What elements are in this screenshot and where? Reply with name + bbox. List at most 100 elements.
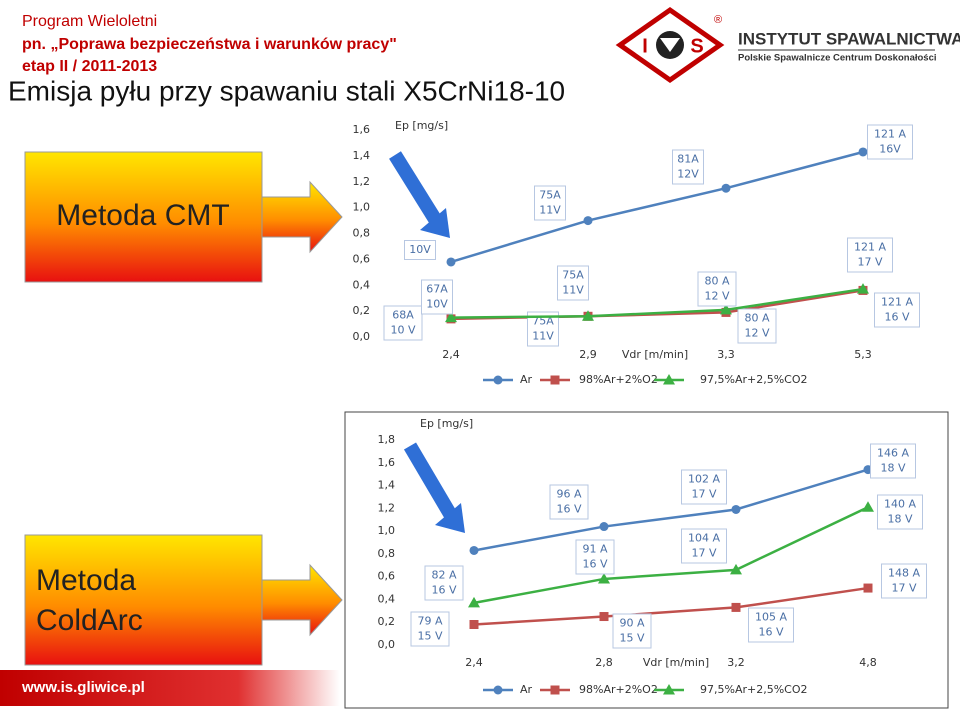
data-label-box	[424, 565, 464, 601]
point	[720, 303, 732, 315]
data-label: 75A	[562, 269, 584, 282]
x-tick-label: 4,8	[859, 656, 877, 669]
y-tick-label: 0,0	[378, 638, 396, 651]
data-label: 91 A	[582, 543, 607, 556]
x-axis-label: Vdr [m/min]	[622, 348, 688, 361]
y-tick-label: 1,0	[378, 524, 396, 537]
data-label: 10V	[426, 298, 448, 311]
data-label: 102 A	[688, 473, 720, 486]
legend-label: 98%Ar+2%O2	[579, 373, 658, 386]
point	[721, 183, 731, 193]
series-line	[473, 468, 869, 552]
x-tick-label: 3,3	[717, 348, 735, 361]
y-tick-label: 0,2	[378, 615, 396, 628]
point	[599, 522, 609, 532]
data-label: 81A	[677, 153, 699, 166]
y-tick-label: 1,6	[378, 456, 396, 469]
data-label: 10 V	[390, 324, 415, 337]
data-label: 17 V	[857, 256, 882, 269]
method-label-line: Metoda	[36, 564, 136, 597]
legend-label: Ar	[520, 683, 533, 696]
y-tick-label: 0,4	[378, 592, 396, 605]
logo: I S ® INSTYTUT SPAWALNICTWA Polskie Spaw…	[615, 6, 960, 84]
x-tick-label: 5,3	[854, 348, 872, 361]
data-label-box	[549, 484, 589, 520]
logo-letter: I	[642, 35, 648, 57]
data-label: 17 V	[891, 582, 916, 595]
y-tick-label: 1,4	[378, 479, 396, 492]
y-tick-label: 0,0	[353, 330, 371, 343]
data-label: 67A	[426, 283, 448, 296]
data-label: 15 V	[619, 632, 644, 645]
data-label-box	[877, 494, 923, 530]
data-label-box	[421, 279, 453, 315]
point	[469, 620, 479, 629]
data-label: 75A	[539, 189, 561, 202]
data-label: 90 A	[619, 617, 644, 630]
chart-frame	[344, 411, 949, 709]
data-label: 16V	[879, 143, 901, 156]
legend-marker	[493, 375, 503, 385]
point	[445, 311, 457, 323]
data-label-box	[870, 443, 916, 479]
x-tick-label: 2,4	[465, 656, 483, 669]
y-tick-label: 1,2	[378, 501, 396, 514]
logo-mark: ®	[714, 14, 722, 26]
y-tick-label: 1,8	[378, 433, 396, 446]
y-tick-label: 0,6	[378, 570, 396, 583]
logo-triangle	[660, 38, 680, 52]
y-tick-label: 0,4	[353, 278, 371, 291]
data-label: 11V	[532, 330, 554, 343]
callout-arrow	[403, 442, 460, 523]
y-axis-label: Ep [mg/s]	[395, 119, 448, 132]
point	[858, 147, 868, 157]
y-tick-label: 0,8	[353, 227, 371, 240]
point	[731, 504, 741, 514]
point	[857, 283, 869, 294]
data-label: 16 V	[582, 558, 607, 571]
data-label: 18 V	[887, 513, 912, 526]
point	[731, 602, 741, 612]
data-label: 148 A	[888, 567, 920, 580]
data-label: 96 A	[556, 488, 581, 501]
data-label: 140 A	[884, 498, 916, 511]
data-label: 80 A	[744, 312, 769, 325]
stage: etap II / 2011-2013	[22, 58, 157, 75]
y-tick-label: 0,2	[353, 304, 371, 317]
series-line	[450, 287, 864, 319]
program-name: pn. „Poprawa bezpieczeństwa i warunków p…	[22, 36, 397, 53]
data-label-box	[410, 611, 450, 647]
legend-label: 97,5%Ar+2,5%CO2	[700, 683, 808, 696]
data-label: 82 A	[431, 569, 456, 582]
legend-marker	[493, 685, 503, 695]
data-label-box	[874, 292, 920, 328]
data-label-box	[697, 271, 737, 307]
method-label: Metoda ColdArc	[36, 564, 143, 637]
institute: INSTYTUT SPAWALNICTWA	[738, 29, 960, 48]
y-axis-label: Ep [mg/s]	[420, 417, 473, 430]
data-label-box	[404, 240, 436, 260]
data-label: 17 V	[691, 547, 716, 560]
callout-arrow	[389, 151, 444, 228]
y-tick-label: 1,6	[353, 123, 371, 136]
slide-title: Emisja pyłu przy spawaniu stali X5CrNi18…	[8, 75, 565, 106]
point	[446, 257, 456, 267]
point	[730, 563, 742, 575]
data-label: 17 V	[691, 488, 716, 501]
logo-letter: S	[690, 35, 703, 57]
data-label: 15 V	[417, 630, 442, 643]
data-label: 121 A	[881, 296, 913, 309]
data-label: 16 V	[556, 503, 581, 516]
data-label-box	[737, 308, 777, 344]
data-label: 121 A	[874, 128, 906, 141]
y-tick-label: 1,2	[353, 175, 371, 188]
data-label: 105 A	[755, 611, 787, 624]
data-label: 12 V	[704, 290, 729, 303]
data-label-box	[575, 539, 615, 575]
callout-arrow-head	[420, 208, 450, 238]
data-label-box	[681, 469, 727, 505]
x-tick-label: 2,9	[579, 348, 597, 361]
x-axis-label: Vdr [m/min]	[643, 656, 709, 669]
